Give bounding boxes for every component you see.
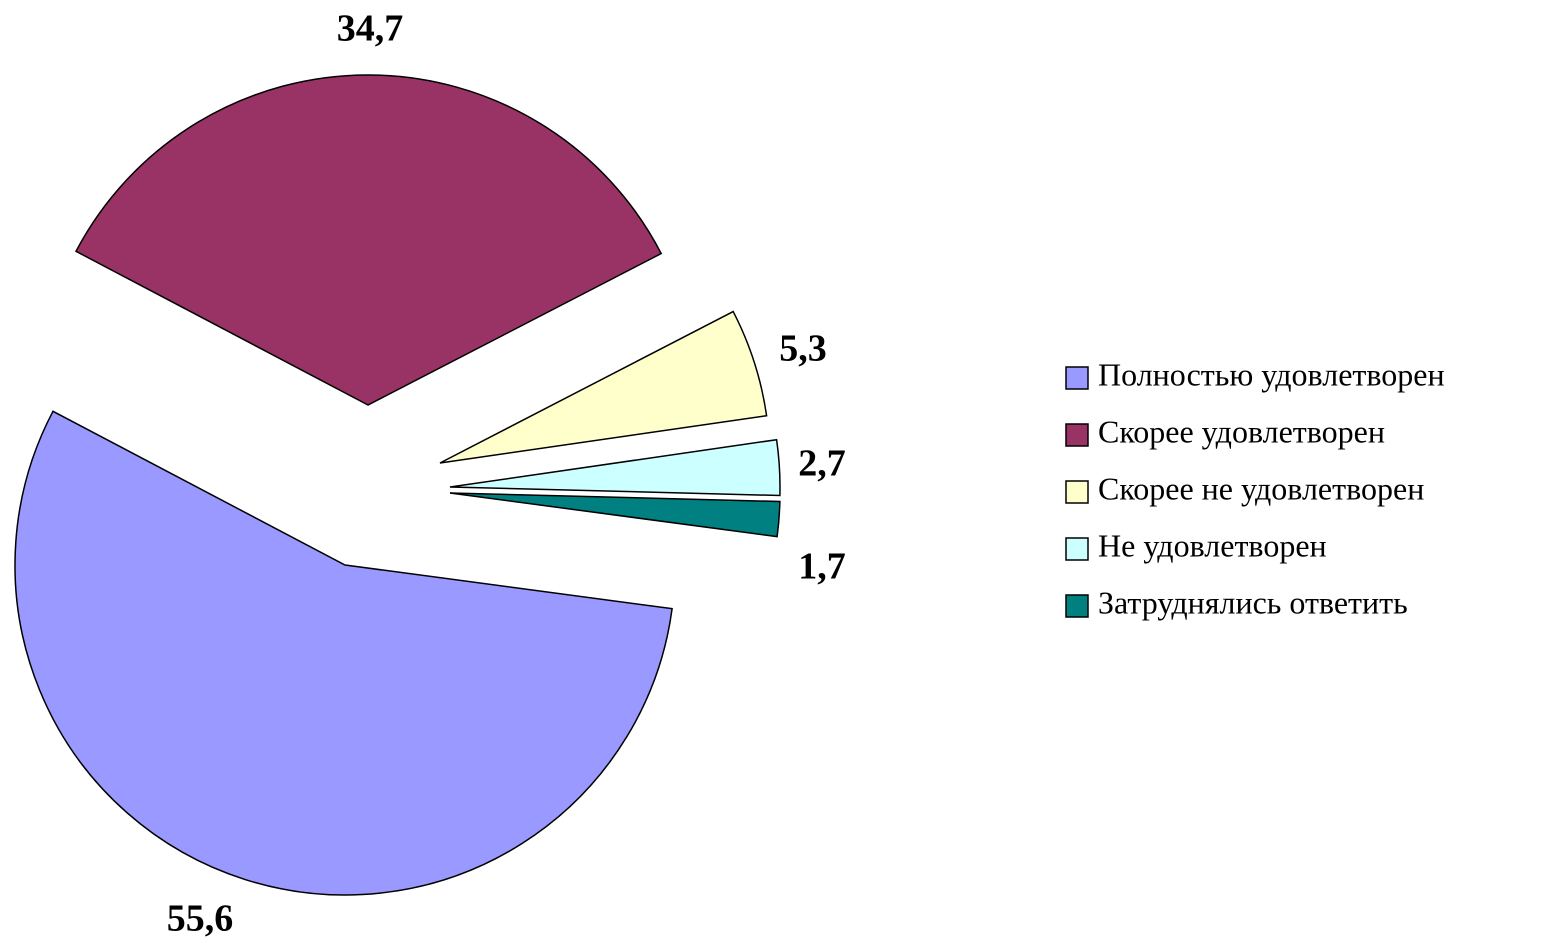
pie-slice xyxy=(74,74,663,406)
pie-slice xyxy=(14,410,673,896)
legend-label: Скорее удовлетворен xyxy=(1098,413,1385,449)
legend-label: Полностью удовлетворен xyxy=(1098,356,1445,392)
legend-swatch xyxy=(1065,366,1089,390)
legend-swatch xyxy=(1065,480,1089,504)
data-label: 2,7 xyxy=(798,443,846,485)
legend-label: Скорее не удовлетворен xyxy=(1098,470,1424,506)
data-label: 5,3 xyxy=(779,328,827,370)
legend-swatch xyxy=(1065,537,1089,561)
legend-swatch xyxy=(1065,423,1089,447)
legend-swatch xyxy=(1065,594,1089,618)
pie-slice xyxy=(449,492,781,538)
legend-label: Не удовлетворен xyxy=(1098,527,1327,563)
pie-slice xyxy=(449,438,781,497)
legend-label: Затруднялись ответить xyxy=(1098,584,1408,620)
data-label: 34,7 xyxy=(337,8,404,50)
pie-slice xyxy=(439,310,768,464)
data-label: 55,6 xyxy=(167,898,234,940)
data-label: 1,7 xyxy=(798,546,846,588)
